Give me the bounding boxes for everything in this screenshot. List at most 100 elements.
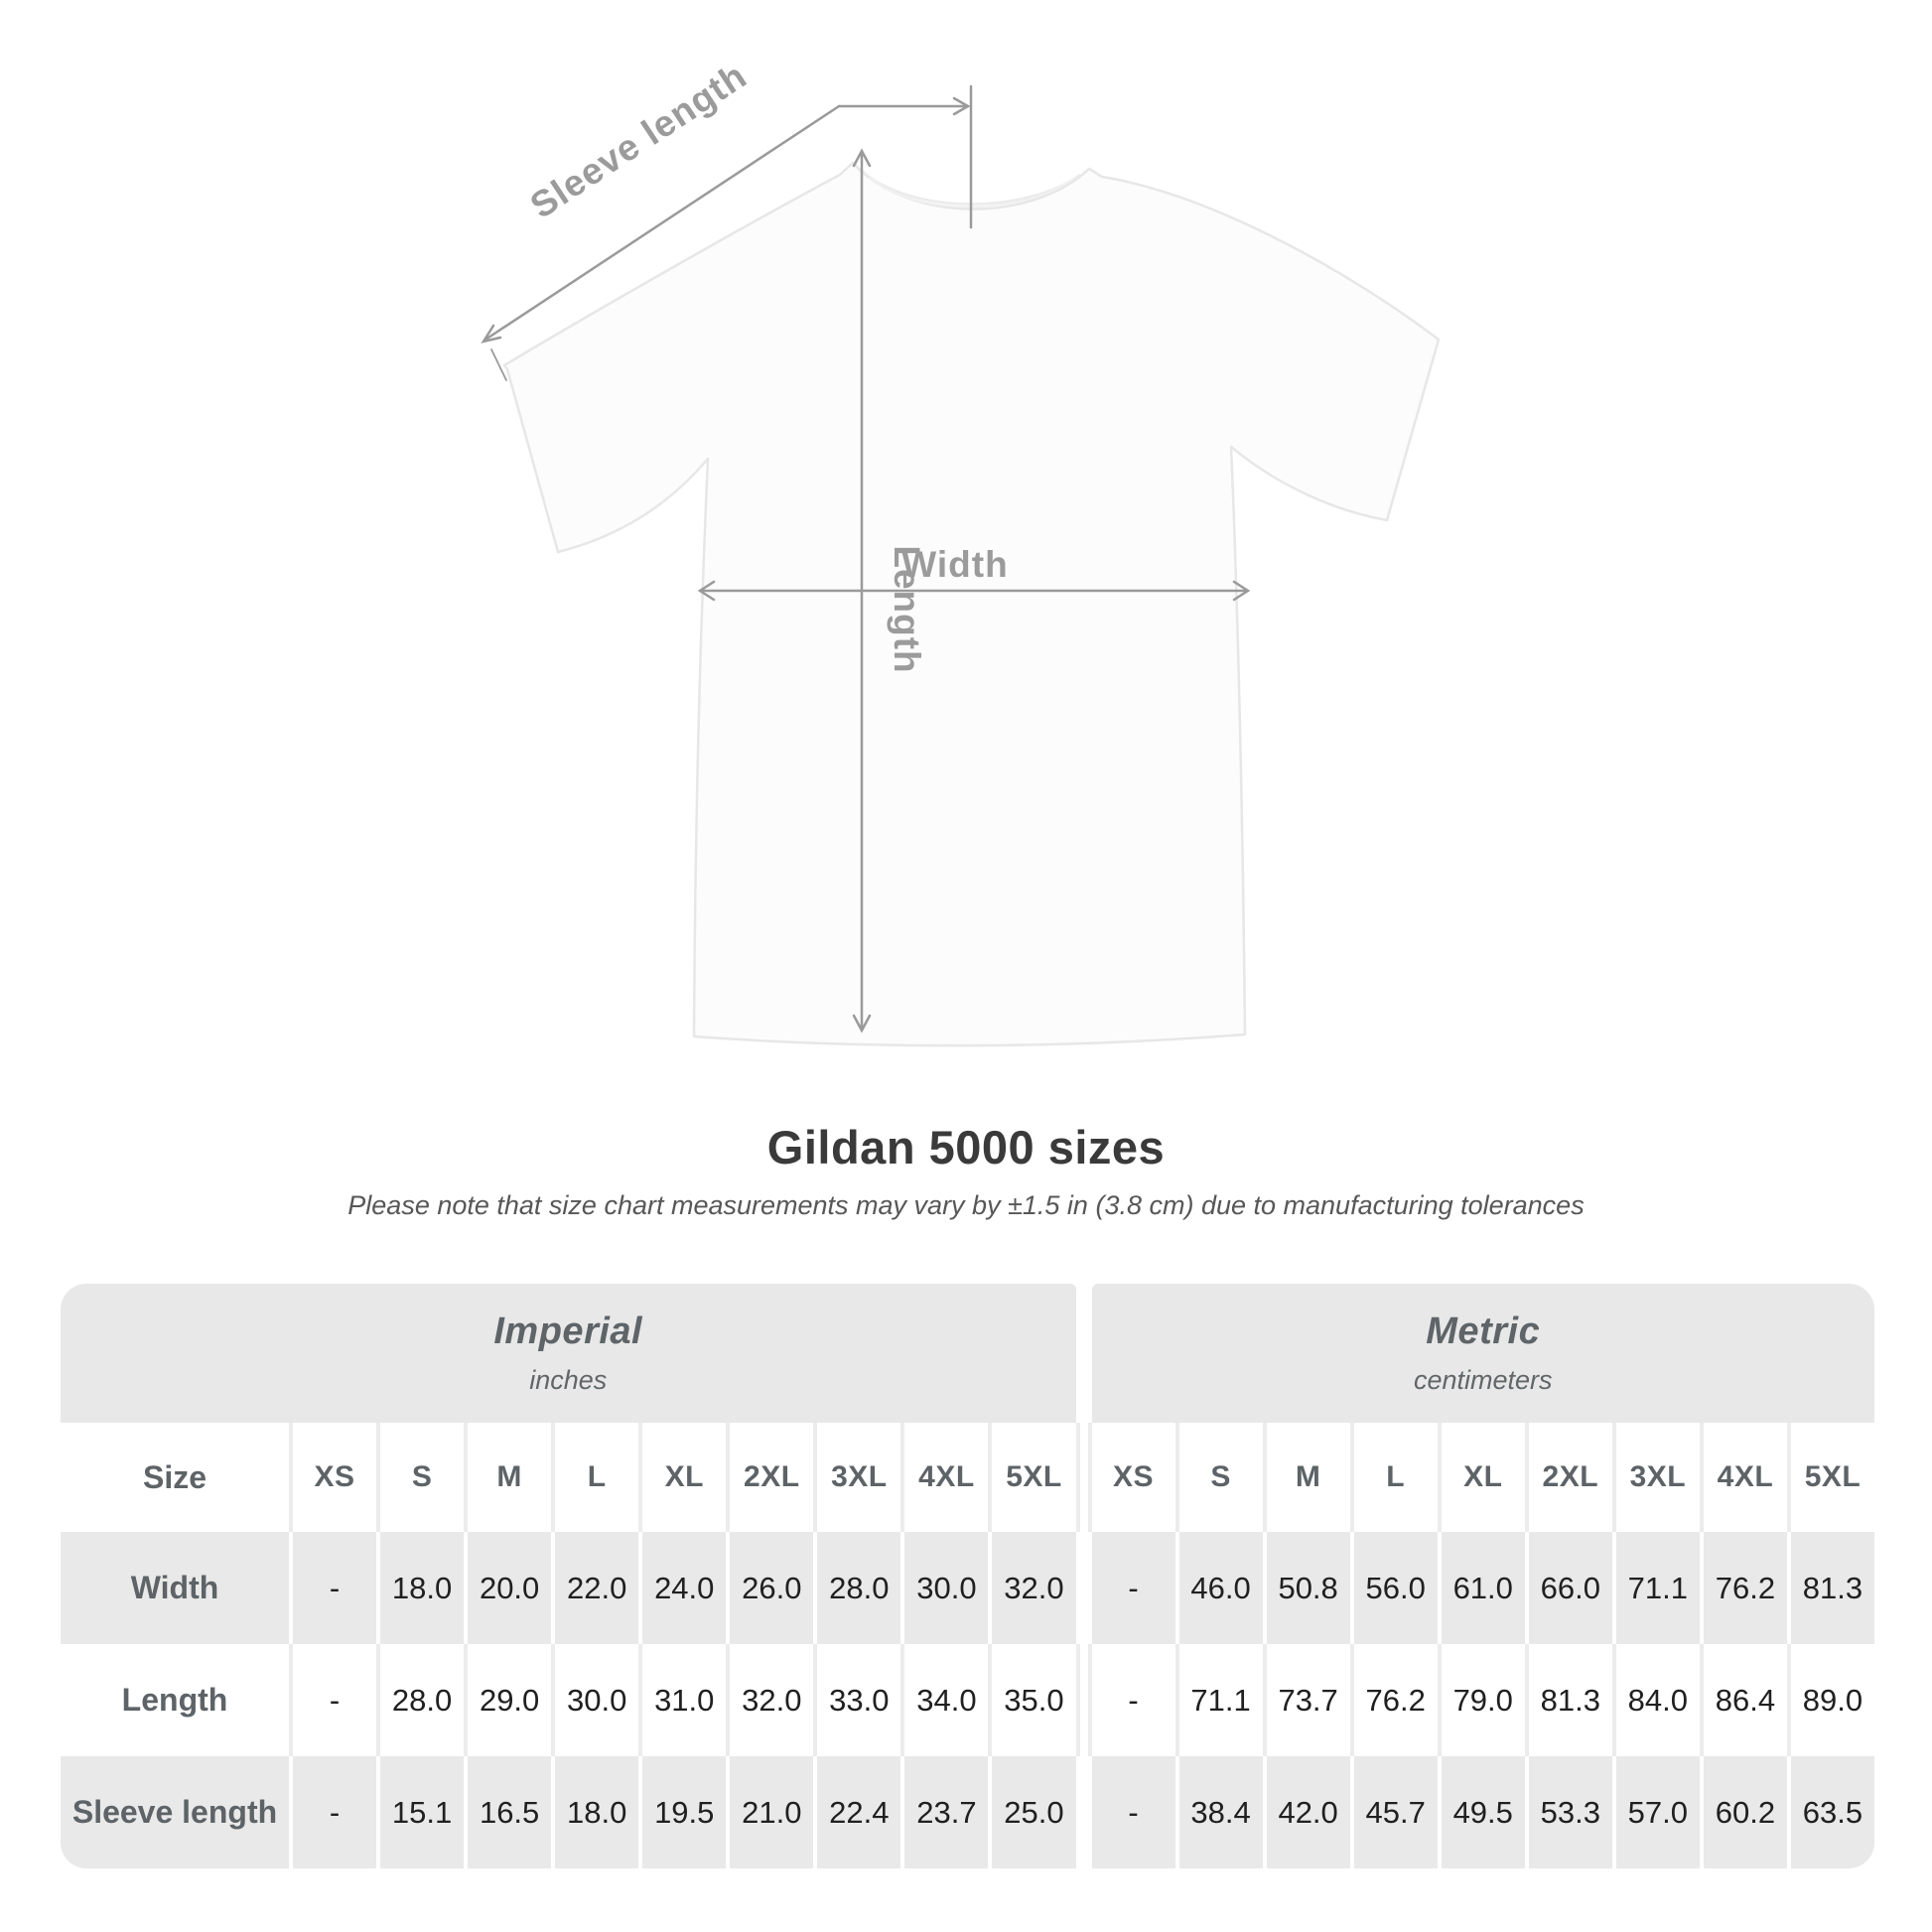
sleeve-imperial-cell: 21.0	[730, 1756, 814, 1868]
sleeve-length-arrow	[481, 84, 973, 381]
length-imperial-cell: 30.0	[555, 1644, 639, 1756]
width-metric-cell: 76.2	[1703, 1532, 1787, 1644]
length-imperial-cell: 33.0	[817, 1644, 901, 1756]
size-table: Imperial inches Metric centimeters Size …	[61, 1284, 1874, 1868]
size-header-cell: 5XL	[1790, 1423, 1874, 1532]
size-header-cell: 2XL	[1528, 1423, 1612, 1532]
size-header-cell: M	[1266, 1423, 1350, 1532]
size-header-cell: XS	[293, 1423, 377, 1532]
size-header-cell: S	[1178, 1423, 1263, 1532]
size-header-cell: 4XL	[1703, 1423, 1787, 1532]
page-title: Gildan 5000 sizes	[766, 1121, 1166, 1173]
width-arrow	[697, 580, 1251, 602]
width-metric-cell: -	[1091, 1532, 1175, 1644]
width-metric-cell: 50.8	[1266, 1532, 1350, 1644]
sleeve-imperial-cell: 15.1	[380, 1756, 465, 1868]
table-section-divider	[1079, 1532, 1088, 1644]
sleeve-imperial-cell: 16.5	[468, 1756, 552, 1868]
size-header-cell: XL	[1441, 1423, 1525, 1532]
sleeve-metric-cell: -	[1091, 1756, 1175, 1868]
width-imperial-cell: 30.0	[904, 1532, 989, 1644]
size-header-cell: 3XL	[1615, 1423, 1700, 1532]
width-metric-cell: 71.1	[1615, 1532, 1700, 1644]
size-header-cell: XL	[642, 1423, 727, 1532]
size-header-cell: L	[1353, 1423, 1438, 1532]
tshirt-illustration: Sleeve length Length Width	[481, 55, 1441, 1047]
metric-subtitle: centimeters	[1413, 1365, 1553, 1395]
table-row-length: Length -28.0 29.0 30.0 31.0 32.0 33.0 34.0 35.0…	[61, 1644, 1874, 1756]
size-header-cell: 3XL	[817, 1423, 901, 1532]
metric-band: Metric centimeters	[1091, 1284, 1874, 1423]
length-imperial-cell: -	[293, 1644, 377, 1756]
length-metric-cell: 89.0	[1790, 1644, 1874, 1756]
length-imperial-cell: 29.0	[468, 1644, 552, 1756]
width-metric-cell: 61.0	[1441, 1532, 1525, 1644]
sleeve-length-label: Sleeve length	[523, 55, 755, 226]
size-header-cell: XS	[1091, 1423, 1175, 1532]
length-metric-cell: 79.0	[1441, 1644, 1525, 1756]
row-label: Sleeve length	[61, 1756, 289, 1868]
sleeve-metric-cell: 49.5	[1441, 1756, 1525, 1868]
size-header-cell: L	[555, 1423, 639, 1532]
size-column-label: Size	[61, 1423, 289, 1532]
width-imperial-cell: 28.0	[817, 1532, 901, 1644]
table-row-sleeve-length: Sleeve length -15.1 16.5 18.0 19.5 21.0 22.4 2…	[61, 1756, 1874, 1868]
imperial-band: Imperial inches	[61, 1284, 1076, 1423]
width-metric-cell: 81.3	[1790, 1532, 1874, 1644]
width-metric-cell: 46.0	[1178, 1532, 1263, 1644]
sleeve-imperial-cell: 25.0	[992, 1756, 1076, 1868]
width-imperial-cell: 26.0	[730, 1532, 814, 1644]
length-imperial-cell: 35.0	[992, 1644, 1076, 1756]
width-imperial-cell: 24.0	[642, 1532, 727, 1644]
sleeve-imperial-cell: 18.0	[555, 1756, 639, 1868]
size-header-row: Size XS S M L XL 2XL 3XL 4XL 5XL XS S M L XL 2XL 3XL 4X…	[61, 1423, 1874, 1532]
sleeve-imperial-cell: 22.4	[817, 1756, 901, 1868]
sleeve-metric-cell: 60.2	[1703, 1756, 1787, 1868]
heading-block: Gildan 5000 sizes Please note that size …	[0, 1120, 1932, 1221]
width-label: Width	[901, 544, 1008, 585]
length-metric-cell: -	[1091, 1644, 1175, 1756]
row-label: Length	[61, 1644, 289, 1756]
width-imperial-cell: 32.0	[992, 1532, 1076, 1644]
shirt-diagram: Sleeve length Length Width	[481, 55, 1441, 1047]
size-header-cell: M	[468, 1423, 552, 1532]
width-imperial-cell: 22.0	[555, 1532, 639, 1644]
table-section-divider	[1079, 1756, 1088, 1868]
sleeve-imperial-cell: 23.7	[904, 1756, 989, 1868]
sleeve-metric-cell: 53.3	[1528, 1756, 1612, 1868]
table-section-divider	[1079, 1644, 1088, 1756]
width-metric-cell: 56.0	[1353, 1532, 1438, 1644]
width-imperial-cell: -	[293, 1532, 377, 1644]
table-row-width: Width -18.0 20.0 22.0 24.0 26.0 28.0 30.0 32.0 …	[61, 1532, 1874, 1644]
length-metric-cell: 73.7	[1266, 1644, 1350, 1756]
size-header-cell: 2XL	[730, 1423, 814, 1532]
size-header-cell: S	[380, 1423, 465, 1532]
sleeve-metric-cell: 42.0	[1266, 1756, 1350, 1868]
sleeve-metric-cell: 45.7	[1353, 1756, 1438, 1868]
length-imperial-cell: 32.0	[730, 1644, 814, 1756]
imperial-subtitle: inches	[529, 1365, 608, 1395]
length-imperial-cell: 28.0	[380, 1644, 465, 1756]
unit-band-row: Imperial inches Metric centimeters	[61, 1284, 1874, 1423]
width-metric-cell: 66.0	[1528, 1532, 1612, 1644]
size-header-cell: 4XL	[904, 1423, 989, 1532]
width-imperial-cell: 18.0	[380, 1532, 465, 1644]
tolerance-note: Please note that size chart measurements…	[347, 1190, 1585, 1220]
sleeve-metric-cell: 38.4	[1178, 1756, 1263, 1868]
sleeve-imperial-cell: 19.5	[642, 1756, 727, 1868]
length-imperial-cell: 31.0	[642, 1644, 727, 1756]
table-section-divider	[1079, 1423, 1088, 1532]
sleeve-metric-cell: 57.0	[1615, 1756, 1700, 1868]
length-metric-cell: 81.3	[1528, 1644, 1612, 1756]
width-imperial-cell: 20.0	[468, 1532, 552, 1644]
length-imperial-cell: 34.0	[904, 1644, 989, 1756]
length-metric-cell: 86.4	[1703, 1644, 1787, 1756]
length-metric-cell: 76.2	[1353, 1644, 1438, 1756]
length-metric-cell: 84.0	[1615, 1644, 1700, 1756]
table-section-divider	[1079, 1284, 1088, 1423]
metric-title: Metric	[1426, 1311, 1541, 1352]
imperial-title: Imperial	[493, 1311, 643, 1352]
length-metric-cell: 71.1	[1178, 1644, 1263, 1756]
sleeve-imperial-cell: -	[293, 1756, 377, 1868]
